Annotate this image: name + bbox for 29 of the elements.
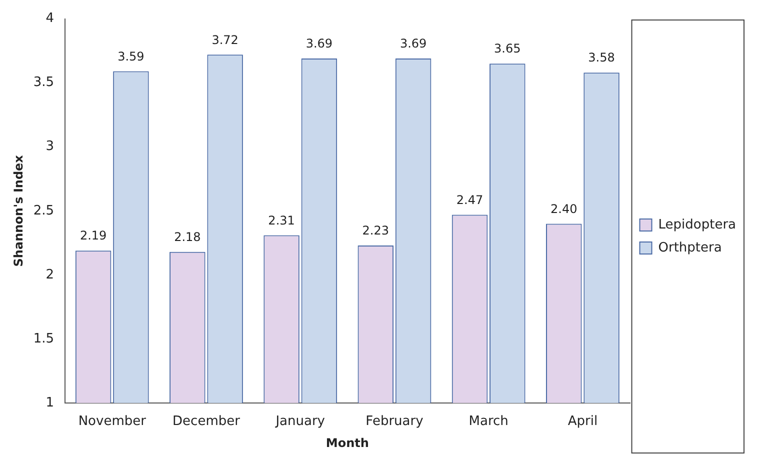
data-label: 3.59	[118, 49, 144, 64]
y-tick-label: 2	[46, 267, 54, 282]
x-axis-title: Month	[326, 436, 369, 450]
x-tick-label: November	[78, 414, 147, 430]
y-tick-label: 4	[46, 11, 54, 26]
data-label: 2.31	[268, 213, 295, 228]
y-axis-title: Shannon's Index	[11, 154, 26, 267]
x-tick-label: December	[172, 414, 241, 430]
data-label: 3.69	[400, 36, 427, 51]
data-label: 2.23	[362, 224, 390, 238]
y-tick-label: 3	[46, 139, 54, 154]
y-tick-label: 1.5	[33, 331, 54, 346]
legend-label: Orthptera	[658, 240, 722, 256]
x-tick-label: February	[366, 414, 424, 430]
data-label: 2.40	[550, 202, 578, 216]
y-tick-label: 1	[46, 395, 54, 410]
data-label: 3.58	[588, 50, 615, 65]
y-tick-label: 3.5	[33, 75, 54, 90]
data-label: 2.18	[174, 230, 201, 244]
x-tick-label: March	[468, 414, 508, 430]
data-label: 3.69	[306, 36, 333, 51]
y-tick-label: 2.5	[33, 203, 54, 218]
x-tick-label: January	[274, 414, 326, 430]
data-label: 3.65	[494, 42, 521, 56]
data-label: 2.19	[80, 228, 107, 243]
data-label: 2.47	[456, 192, 484, 207]
data-label: 3.72	[212, 32, 238, 47]
x-tick-label: April	[568, 414, 598, 430]
legend-label: Lepidoptera	[658, 217, 736, 232]
